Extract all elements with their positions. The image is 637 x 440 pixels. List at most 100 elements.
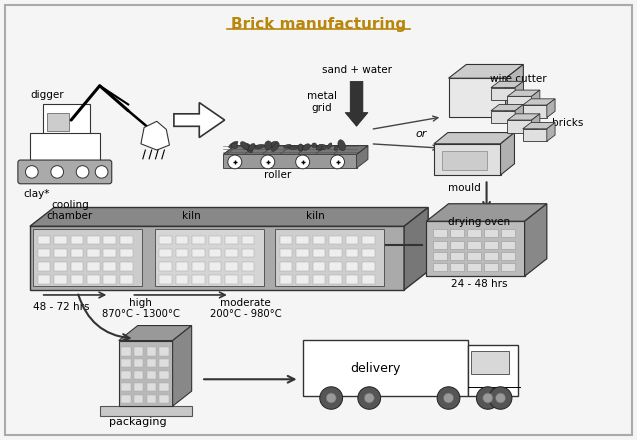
FancyBboxPatch shape xyxy=(121,395,131,403)
FancyBboxPatch shape xyxy=(209,262,222,271)
Polygon shape xyxy=(357,146,368,168)
FancyBboxPatch shape xyxy=(121,371,131,379)
Polygon shape xyxy=(491,81,524,88)
FancyBboxPatch shape xyxy=(468,345,519,396)
Ellipse shape xyxy=(334,145,338,150)
Ellipse shape xyxy=(283,144,291,148)
FancyBboxPatch shape xyxy=(147,395,156,403)
FancyBboxPatch shape xyxy=(30,132,100,161)
FancyBboxPatch shape xyxy=(159,235,172,244)
FancyBboxPatch shape xyxy=(209,235,222,244)
Polygon shape xyxy=(491,88,515,100)
FancyBboxPatch shape xyxy=(501,252,515,260)
Circle shape xyxy=(476,387,499,409)
FancyBboxPatch shape xyxy=(433,252,447,260)
FancyBboxPatch shape xyxy=(450,252,464,260)
FancyBboxPatch shape xyxy=(313,275,326,284)
FancyBboxPatch shape xyxy=(103,275,116,284)
FancyBboxPatch shape xyxy=(362,235,375,244)
Ellipse shape xyxy=(254,144,264,149)
Polygon shape xyxy=(426,221,525,276)
FancyBboxPatch shape xyxy=(176,235,189,244)
Ellipse shape xyxy=(240,142,249,150)
Ellipse shape xyxy=(298,144,303,151)
FancyBboxPatch shape xyxy=(54,275,67,284)
FancyBboxPatch shape xyxy=(121,359,131,367)
Polygon shape xyxy=(525,204,547,276)
Circle shape xyxy=(320,387,343,409)
Text: moderate: moderate xyxy=(220,298,271,308)
Text: cooling
chamber: cooling chamber xyxy=(47,200,93,221)
Text: wire cutter: wire cutter xyxy=(490,74,547,84)
Polygon shape xyxy=(532,114,540,132)
Circle shape xyxy=(76,165,89,178)
Text: packaging: packaging xyxy=(109,417,166,427)
FancyBboxPatch shape xyxy=(18,160,111,184)
FancyBboxPatch shape xyxy=(147,383,156,391)
FancyBboxPatch shape xyxy=(329,235,342,244)
FancyBboxPatch shape xyxy=(346,235,359,244)
Ellipse shape xyxy=(245,143,253,153)
Text: roller: roller xyxy=(264,170,291,180)
Polygon shape xyxy=(523,99,555,105)
FancyBboxPatch shape xyxy=(38,262,50,271)
FancyBboxPatch shape xyxy=(38,235,50,244)
FancyBboxPatch shape xyxy=(225,235,238,244)
Text: Brick manufacturing: Brick manufacturing xyxy=(231,17,406,32)
FancyBboxPatch shape xyxy=(242,235,254,244)
FancyBboxPatch shape xyxy=(176,262,189,271)
FancyBboxPatch shape xyxy=(467,241,481,249)
Text: bricks: bricks xyxy=(552,118,583,128)
FancyBboxPatch shape xyxy=(296,262,309,271)
FancyBboxPatch shape xyxy=(87,235,100,244)
Text: digger: digger xyxy=(30,90,64,100)
FancyBboxPatch shape xyxy=(280,275,292,284)
Ellipse shape xyxy=(320,144,326,150)
FancyBboxPatch shape xyxy=(313,249,326,257)
Circle shape xyxy=(489,387,512,409)
FancyBboxPatch shape xyxy=(192,235,205,244)
FancyBboxPatch shape xyxy=(121,348,131,356)
Polygon shape xyxy=(118,326,192,341)
Polygon shape xyxy=(523,129,547,141)
FancyBboxPatch shape xyxy=(159,262,172,271)
Polygon shape xyxy=(173,326,192,406)
Circle shape xyxy=(96,165,108,178)
FancyBboxPatch shape xyxy=(450,241,464,249)
FancyBboxPatch shape xyxy=(71,262,83,271)
FancyBboxPatch shape xyxy=(209,275,222,284)
FancyBboxPatch shape xyxy=(134,371,143,379)
FancyBboxPatch shape xyxy=(176,275,189,284)
FancyBboxPatch shape xyxy=(147,348,156,356)
FancyBboxPatch shape xyxy=(134,395,143,403)
FancyBboxPatch shape xyxy=(103,235,116,244)
Polygon shape xyxy=(174,103,225,138)
Circle shape xyxy=(496,393,506,403)
FancyBboxPatch shape xyxy=(147,371,156,379)
Polygon shape xyxy=(118,341,173,406)
FancyBboxPatch shape xyxy=(433,229,447,238)
FancyBboxPatch shape xyxy=(209,249,222,257)
Polygon shape xyxy=(547,99,555,117)
FancyBboxPatch shape xyxy=(275,229,385,286)
FancyBboxPatch shape xyxy=(433,241,447,249)
FancyBboxPatch shape xyxy=(47,113,69,131)
Polygon shape xyxy=(491,104,524,111)
FancyBboxPatch shape xyxy=(501,229,515,238)
FancyBboxPatch shape xyxy=(296,249,309,257)
FancyBboxPatch shape xyxy=(242,275,254,284)
Polygon shape xyxy=(30,208,428,226)
Polygon shape xyxy=(508,96,532,109)
Polygon shape xyxy=(30,226,404,290)
FancyArrow shape xyxy=(345,81,368,126)
Circle shape xyxy=(228,155,242,169)
Polygon shape xyxy=(523,105,547,117)
Ellipse shape xyxy=(298,144,303,151)
FancyBboxPatch shape xyxy=(242,262,254,271)
FancyBboxPatch shape xyxy=(450,263,464,271)
Text: 870°C - 1300°C: 870°C - 1300°C xyxy=(102,309,180,319)
Polygon shape xyxy=(523,123,555,129)
FancyBboxPatch shape xyxy=(329,275,342,284)
Circle shape xyxy=(483,393,493,403)
FancyBboxPatch shape xyxy=(159,371,169,379)
